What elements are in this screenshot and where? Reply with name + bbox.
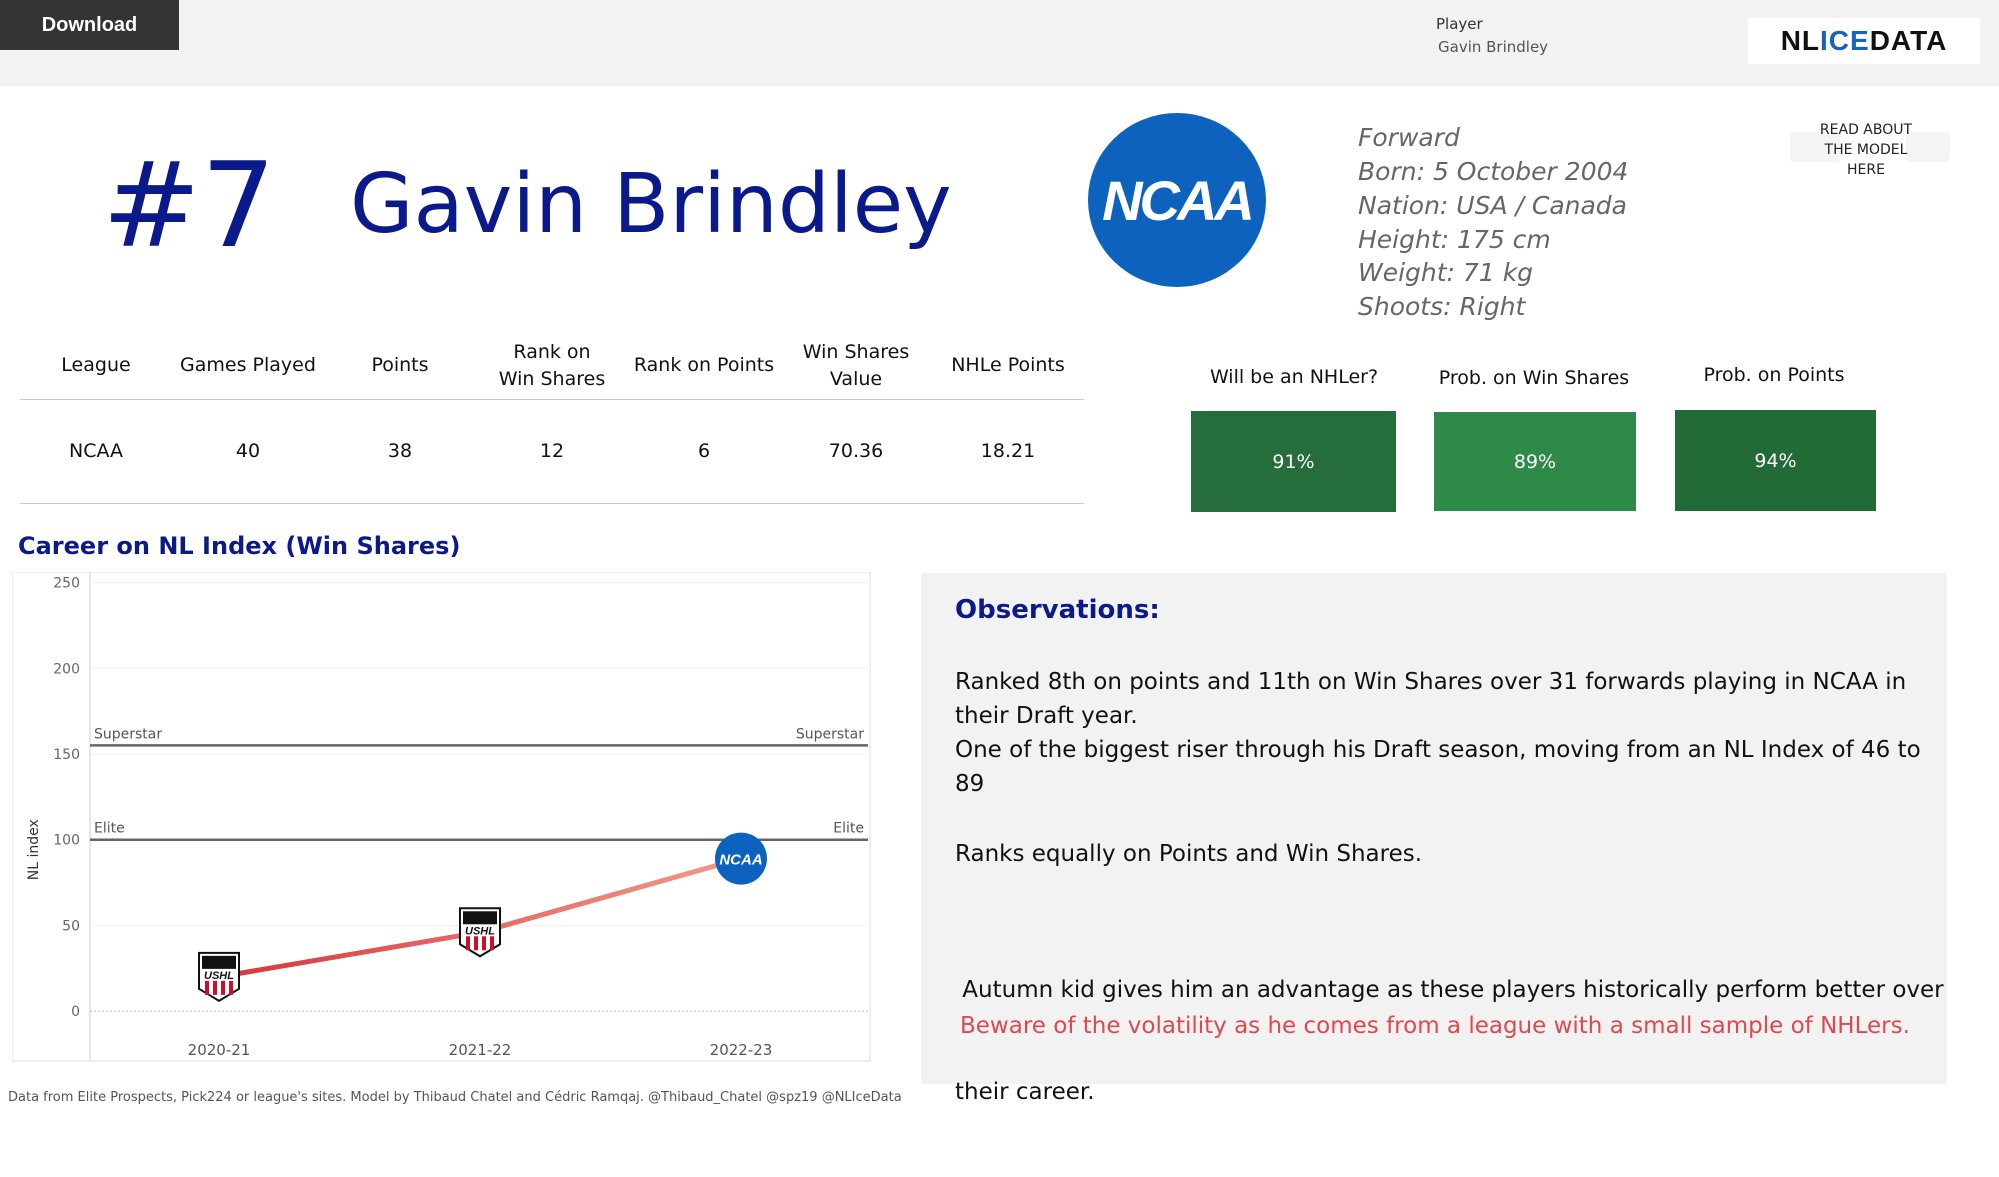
prob-tile-points: 94% [1675,410,1876,511]
model-link-line-3: HERE [1847,162,1885,178]
series-line-segment [477,856,744,935]
brand-text-1: NL [1780,25,1821,56]
ushl-logo-stripe [229,980,233,995]
table-cell: 18.21 [980,440,1036,462]
table-header-row: League Games Played Points Rank on Win S… [20,332,1084,400]
column-header-points: Points [371,354,429,376]
read-about-model-button[interactable]: READ ABOUT THE MODEL HERE [1776,92,1956,202]
reference-label-left: Elite [94,821,125,837]
observation-paragraph-3: Autumn kid gives him an advantage as the… [955,905,1944,1177]
column-header-rank-win-shares: Rank on Win Shares [498,340,606,390]
download-button[interactable]: Download [0,0,179,50]
reference-label-right: Elite [833,821,864,837]
ushl-logo-stripe [490,936,494,951]
ushl-logo-stripe [205,980,209,995]
player-name: Gavin Brindley [350,157,952,252]
y-tick-label: 150 [53,747,80,763]
data-point-label: NCAA [719,852,762,869]
table-cell: 38 [387,440,413,462]
observation-warning: Beware of the volatility as he comes fro… [960,1013,1910,1039]
y-tick-label: 250 [53,576,80,592]
x-tick-label: 2021-22 [449,1041,512,1059]
observation-line: Ranked 8th on points and 11th on Win Sha… [955,669,1907,695]
ushl-logo-stripe [466,936,470,951]
ushl-logo-band [202,955,236,969]
model-link-label: READ ABOUT THE MODEL HERE [1776,120,1956,180]
footer-credits: Data from Elite Prospects, Pick224 or le… [8,1090,902,1105]
prob-label-points: Prob. on Points [1703,364,1845,386]
ushl-logo-band [463,911,497,925]
reference-label-left: Superstar [94,726,162,742]
observation-line: Autumn kid gives him an advantage as the… [955,977,1944,1003]
bio-position: Forward [1358,123,1460,152]
column-header-games-played: Games Played [180,354,316,376]
prob-tile-nhler: 91% [1191,411,1396,512]
table-cell: 6 [697,440,711,462]
stats-table: League Games Played Points Rank on Win S… [20,332,1084,504]
x-tick-label: 2022-23 [710,1041,773,1059]
brand-text-2: ICE [1820,25,1870,56]
y-tick-label: 200 [53,661,80,677]
observation-paragraph-1: Ranked 8th on points and 11th on Win Sha… [955,665,1925,801]
model-link-line-2: THE MODEL [1824,142,1908,158]
bio-nation: Nation: USA / Canada [1358,191,1627,220]
y-axis-label: NL index [26,819,42,880]
observation-paragraph-2: Ranks equally on Points and Win Shares. [955,841,1423,867]
observation-line: One of the biggest riser through his Dra… [955,737,1921,797]
brand-text-3: DATA [1869,25,1948,56]
ushl-logo-stripe [474,936,478,951]
prob-label-win-shares: Prob. on Win Shares [1438,367,1630,389]
column-header-rank-points: Rank on Points [633,354,775,376]
prob-value-nhler: 91% [1272,450,1315,473]
career-chart-svg: 0 50 100 150 200 250 NL index Superstar Supersta… [11,571,871,1062]
ncaa-logo: NCAA [1088,113,1266,287]
bio-born: Born: 5 October 2004 [1358,157,1629,186]
model-link-line-1: READ ABOUT [1819,122,1913,138]
model-link-decor-right [1906,132,1950,162]
data-point-label: USHL [465,925,495,937]
y-tick-label: 0 [71,1004,80,1020]
ushl-logo-stripe [221,980,225,995]
column-header-nhle-points: NHLe Points [951,354,1065,376]
table-cell: 70.36 [828,440,884,462]
observation-line: their Draft year. [955,703,1138,729]
y-tick-label: 50 [62,918,80,934]
table-cell: NCAA [68,440,123,462]
reference-label-right: Superstar [796,726,864,742]
player-filter-dropdown[interactable]: Gavin Brindley [1438,38,1549,56]
top-toolbar [0,0,1999,86]
table-cell: 40 [235,440,261,462]
column-header-win-shares-value: Win Shares Value [802,340,910,390]
observations-panel: Observations: Ranked 8th on points and 1… [921,573,1947,1105]
data-point-label: USHL [204,970,234,982]
chart-title: Career on NL Index (Win Shares) [18,532,461,560]
table-row: NCAA 40 38 12 6 70.36 18.21 [20,400,1084,504]
bio-weight: Weight: 71 kg [1358,258,1534,287]
ushl-logo-stripe [213,980,217,995]
data-point-ncaa-logo [715,832,767,885]
observations-title: Observations: [955,595,1160,625]
jersey-number: #7 [102,136,276,274]
x-tick-label: 2020-21 [188,1041,251,1059]
nl-ice-data-logo: NL ICE DATA [1748,18,1980,64]
observation-line: their career. [955,1079,1095,1105]
career-chart: 0 50 100 150 200 250 NL index Superstar Supersta… [11,571,872,1062]
chart-frame [11,571,871,1062]
ncaa-logo-text: NCAA [1102,168,1255,232]
table-cell: 12 [539,440,565,462]
bio-shoots: Shoots: Right [1358,292,1526,321]
bio-height: Height: 175 cm [1358,225,1551,254]
prob-label-nhler: Will be an NHLer? [1209,366,1379,388]
prob-value-win-shares: 89% [1513,450,1557,473]
column-header-league: League [61,354,131,376]
prob-value-points: 94% [1754,449,1797,472]
prob-tile-win-shares: 89% [1434,412,1636,511]
series-line-segment [216,929,483,980]
ushl-logo-stripe [482,936,486,951]
model-link-decor-left [1790,132,1840,162]
y-tick-label: 100 [53,833,80,849]
player-filter-label: Player [1436,15,1483,33]
